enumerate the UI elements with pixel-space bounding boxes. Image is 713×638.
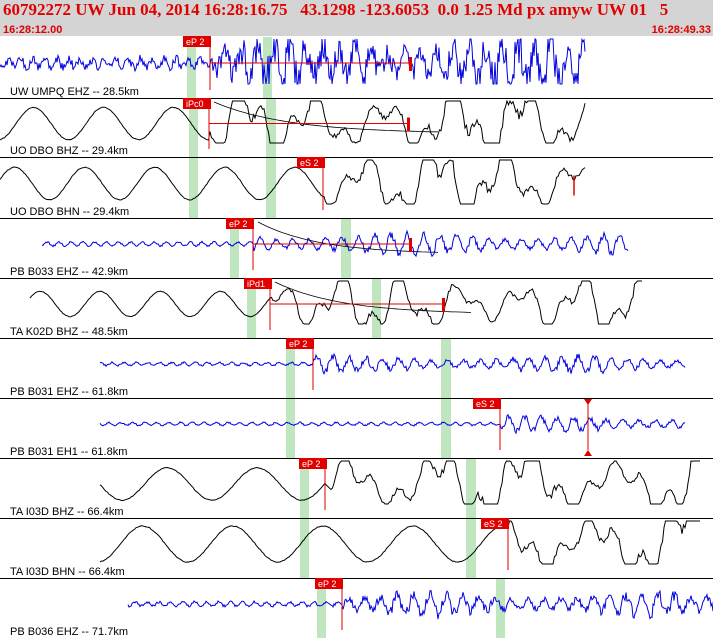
trace-panel[interactable]: eS 2 PB B031 EH1 -- 61.8km <box>0 398 713 459</box>
trace-panel[interactable]: eP 2 UW UMPQ EHZ -- 28.5km <box>0 36 713 99</box>
waveform <box>127 589 713 620</box>
waveform <box>0 159 586 205</box>
event-title: 60792272 UW Jun 04, 2014 16:28:16.75 43.… <box>3 0 669 19</box>
amp-marker <box>442 298 445 312</box>
phase-window <box>466 459 476 518</box>
phase-window <box>466 519 476 578</box>
amp-marker <box>409 57 412 71</box>
trace-panel[interactable]: eP 2 TA I03D BHZ -- 66.4km <box>0 458 713 519</box>
station-label: UO DBO BHN -- 29.4km <box>10 206 129 218</box>
phase-window <box>247 279 256 338</box>
phase-window <box>286 339 295 398</box>
waveform <box>0 99 586 144</box>
coda-curve <box>274 281 472 313</box>
end-time: 16:28:49.33 <box>651 24 711 36</box>
phase-window <box>266 158 276 218</box>
pick-label-box <box>244 278 272 289</box>
phase-window <box>441 399 451 458</box>
phase-window <box>187 37 196 98</box>
pick-label: eS 2 <box>476 399 495 409</box>
pick-label-box <box>481 518 509 529</box>
pick-label: eP 2 <box>318 579 336 589</box>
station-label: PB B031 EHZ -- 61.8km <box>10 386 128 398</box>
phase-window <box>317 579 326 638</box>
pick-label: eP 2 <box>229 219 247 229</box>
station-label: UW UMPQ EHZ -- 28.5km <box>10 86 139 98</box>
coda-curve <box>213 101 439 133</box>
pick-label-box <box>286 338 314 349</box>
waveform <box>0 37 586 85</box>
station-label: TA I03D BHZ -- 66.4km <box>10 506 124 518</box>
phase-window <box>266 99 276 157</box>
station-label: TA I03D BHN -- 66.4km <box>10 566 125 578</box>
amp-marker <box>409 238 412 252</box>
phase-window <box>441 339 451 398</box>
coda-curve <box>257 221 439 253</box>
phase-window <box>341 219 351 278</box>
trace-panel[interactable]: eS 2 TA I03D BHN -- 66.4km <box>0 518 713 579</box>
trace-panel[interactable]: iPc0 UO DBO BHZ -- 29.4km <box>0 98 713 158</box>
station-label: UO DBO BHZ -- 29.4km <box>10 145 128 157</box>
pick-label-box <box>473 398 501 409</box>
trace-panel[interactable]: eP 2 PB B031 EHZ -- 61.8km <box>0 338 713 399</box>
waveform <box>99 352 686 376</box>
phase-window <box>189 99 198 157</box>
waveform <box>41 229 629 258</box>
pick-label: eP 2 <box>302 459 320 469</box>
phase-window <box>300 519 309 578</box>
phase-window <box>372 279 381 338</box>
pick-label-box <box>299 458 327 469</box>
pick-label: eS 2 <box>300 158 319 168</box>
pick-label: eS 2 <box>484 519 503 529</box>
pick-label-box <box>183 36 211 47</box>
pick-label-box <box>297 157 325 168</box>
pick-label: iPd1 <box>247 279 265 289</box>
waveform <box>99 413 686 435</box>
trace-panel[interactable]: iPd1 TA K02D BHZ -- 48.5km <box>0 278 713 339</box>
waveform <box>99 460 700 505</box>
start-time: 16:28:12.00 <box>3 24 63 36</box>
waveform <box>29 280 642 325</box>
pick-label: eP 2 <box>289 339 307 349</box>
amp-marker <box>407 117 410 132</box>
waveform <box>99 520 700 565</box>
pick-label-box <box>226 218 254 229</box>
phase-window <box>189 158 198 218</box>
phase-window <box>286 399 295 458</box>
station-label: TA K02D BHZ -- 48.5km <box>10 326 128 338</box>
station-label: PB B036 EHZ -- 71.7km <box>10 626 128 638</box>
station-label: PB B033 EHZ -- 42.9km <box>10 266 128 278</box>
pick-label-box <box>183 98 211 109</box>
peak-marker-top <box>584 399 592 405</box>
phase-window <box>230 219 239 278</box>
trace-panel[interactable]: eP 2 PB B033 EHZ -- 42.9km <box>0 218 713 279</box>
trace-panel[interactable]: eS 2 UO DBO BHN -- 29.4km <box>0 157 713 219</box>
pick-label: iPc0 <box>186 99 204 109</box>
pick-label: eP 2 <box>186 37 204 47</box>
header-bar: 60792272 UW Jun 04, 2014 16:28:16.75 43.… <box>0 0 713 36</box>
peak-marker-bottom <box>584 450 592 456</box>
phase-window <box>300 459 309 518</box>
trace-panel[interactable]: eP 2 PB B036 EHZ -- 71.7km <box>10 578 713 638</box>
station-label: PB B031 EH1 -- 61.8km <box>10 446 127 458</box>
pick-label-box <box>315 578 343 589</box>
